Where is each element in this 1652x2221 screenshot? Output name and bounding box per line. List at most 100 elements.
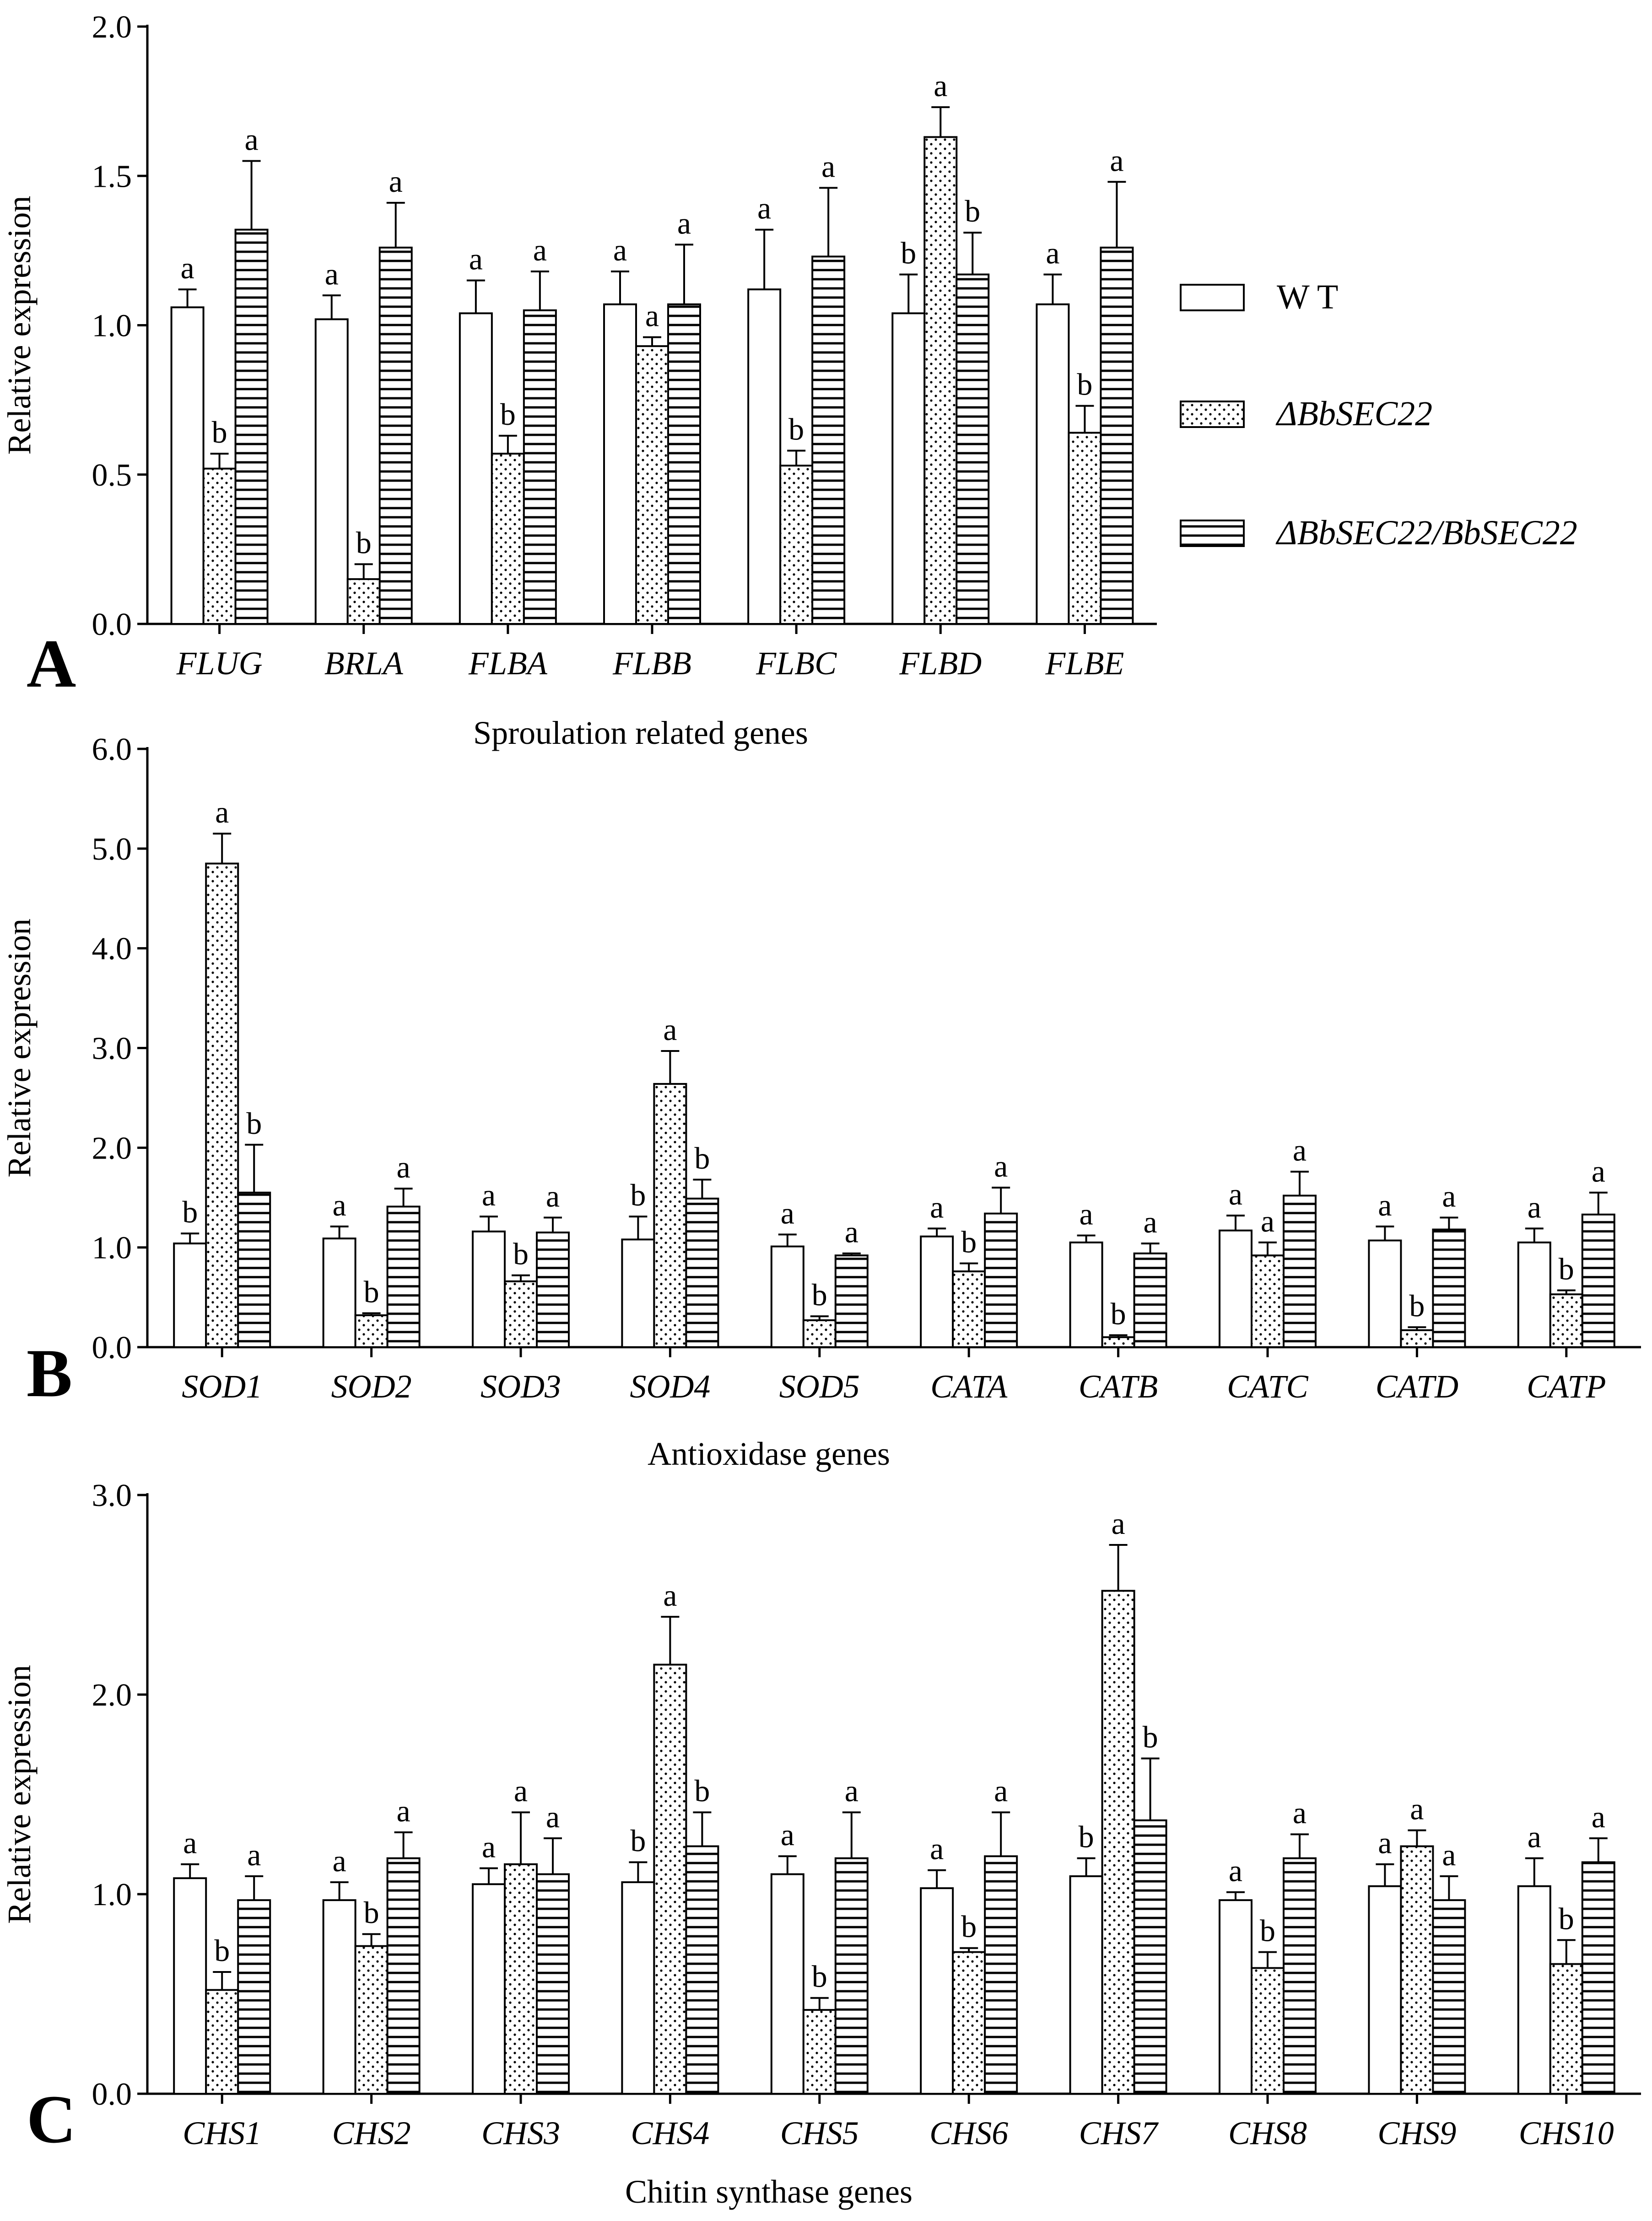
x-tick-label: SOD1 (182, 1368, 262, 1405)
significance-letter: a (183, 1826, 197, 1860)
y-tick-label: 0.5 (92, 458, 132, 493)
significance-letter: a (333, 1843, 346, 1878)
bar-0 (1219, 1899, 1252, 2095)
bar-1 (923, 136, 958, 625)
bar-0 (322, 1237, 356, 1349)
significance-letter: b (182, 1195, 198, 1230)
y-tick-label: 2.0 (92, 1678, 132, 1713)
significance-letter: a (215, 795, 229, 829)
bar-2 (378, 246, 413, 625)
significance-letter: a (1229, 1176, 1242, 1211)
bar-1 (205, 862, 239, 1348)
significance-letter: a (1229, 1853, 1242, 1888)
significance-letter: a (1112, 1506, 1125, 1541)
significance-letter: a (845, 1214, 858, 1249)
significance-letter: a (1261, 1203, 1274, 1238)
bar-2 (667, 303, 701, 625)
bar-2 (984, 1855, 1018, 2095)
bar-0 (1368, 1239, 1402, 1348)
x-tick-label: CATB (1079, 1368, 1158, 1405)
legend-swatch (1180, 401, 1245, 428)
significance-letter: a (325, 256, 339, 291)
x-tick-label: CHS10 (1519, 2115, 1614, 2151)
bar-2 (1432, 1228, 1466, 1349)
significance-letter: b (788, 412, 804, 447)
significance-letter: a (1410, 1791, 1424, 1826)
significance-letter: b (694, 1773, 710, 1808)
significance-letter: a (1528, 1820, 1541, 1854)
significance-letter: b (1559, 1251, 1574, 1286)
panel-A: 0.0 0.5 1.0 1.5 2.0 Relative expression FLUG a b… (1, 10, 1157, 751)
x-tick-label: CHS7 (1079, 2115, 1159, 2151)
y-tick-label: 4.0 (92, 932, 132, 967)
bar-2 (523, 309, 557, 625)
bar-1 (802, 1319, 837, 1349)
significance-letter: b (1143, 1720, 1158, 1755)
significance-letter: a (1378, 1826, 1392, 1860)
significance-letter: a (1528, 1190, 1541, 1224)
bar-0 (173, 1242, 207, 1349)
significance-letter: a (821, 149, 835, 184)
panel-label: C (27, 2081, 76, 2157)
bar-1 (802, 2009, 837, 2095)
significance-letter: b (961, 1224, 977, 1259)
panel-label: B (27, 1335, 72, 1411)
significance-letter: a (469, 242, 483, 276)
bar-0 (1368, 1885, 1402, 2095)
x-tick-label: FLBA (468, 645, 548, 682)
bar-2 (536, 1873, 570, 2095)
x-tick-label: CHS9 (1377, 2115, 1456, 2151)
significance-letter: b (812, 1959, 827, 1994)
bar-0 (1219, 1230, 1252, 1349)
x-tick-label: SOD5 (779, 1368, 860, 1405)
bar-1 (504, 1863, 538, 2095)
significance-letter: a (244, 122, 258, 157)
y-tick-label: 6.0 (92, 732, 132, 767)
significance-letter: a (546, 1179, 560, 1213)
bar-1 (653, 1083, 687, 1348)
bar-2 (536, 1231, 570, 1349)
bar-0 (1069, 1875, 1103, 2095)
significance-letter: b (901, 236, 916, 271)
bar-0 (1036, 303, 1070, 625)
bar-2 (834, 1857, 869, 2095)
y-tick-label: 1.5 (92, 159, 132, 194)
bar-2 (984, 1213, 1018, 1348)
x-tick-label: BRLA (324, 645, 404, 682)
y-tick-label: 0.0 (92, 607, 132, 642)
significance-letter: a (1442, 1837, 1456, 1872)
legend-label: ΔBbSEC22/BbSEC22 (1275, 514, 1577, 552)
x-tick-label: CHS8 (1228, 2115, 1307, 2151)
x-tick-label: CHS6 (929, 2115, 1008, 2151)
bar-1 (1549, 1293, 1583, 1349)
x-tick-label: CHS3 (481, 2115, 560, 2151)
significance-letter: b (214, 1933, 230, 1968)
x-tick-label: CATD (1376, 1368, 1458, 1405)
bar-0 (891, 312, 926, 625)
significance-letter: b (694, 1141, 710, 1176)
y-tick-label: 2.0 (92, 10, 132, 45)
bar-0 (1069, 1241, 1103, 1348)
bar-0 (173, 1877, 207, 2095)
x-tick-label: FLBB (612, 645, 691, 682)
significance-letter: a (845, 1773, 858, 1808)
panel-label: A (27, 626, 76, 702)
bar-1 (1068, 432, 1102, 625)
significance-letter: b (364, 1274, 379, 1309)
significance-letter: a (677, 206, 691, 240)
legend-label: W T (1277, 278, 1338, 316)
bar-0 (314, 318, 349, 625)
bar-2 (1581, 1213, 1615, 1349)
bar-2 (234, 228, 269, 625)
bar-1 (1251, 1254, 1285, 1348)
bar-2 (386, 1857, 421, 2095)
bar-1 (779, 465, 814, 625)
significance-letter: b (364, 1895, 379, 1930)
x-tick-label: CATC (1227, 1368, 1308, 1405)
significance-letter: a (1144, 1204, 1157, 1239)
legend-entry: ΔBbSEC22/BbSEC22 (1180, 514, 1577, 552)
significance-letter: a (514, 1773, 528, 1808)
